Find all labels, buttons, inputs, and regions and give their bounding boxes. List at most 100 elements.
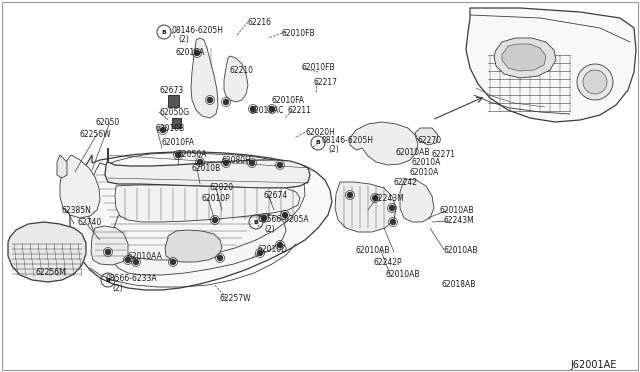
Circle shape [577, 64, 613, 100]
Circle shape [212, 218, 218, 222]
Circle shape [198, 160, 202, 164]
Text: (2): (2) [112, 284, 123, 293]
Circle shape [195, 51, 200, 55]
Text: 62010FB: 62010FB [282, 29, 316, 38]
Text: B: B [253, 219, 259, 224]
Text: 62010A: 62010A [412, 158, 442, 167]
Circle shape [269, 106, 275, 112]
Text: 62210: 62210 [230, 66, 254, 75]
Text: B: B [106, 278, 111, 282]
Polygon shape [165, 230, 222, 262]
Text: 62010AB: 62010AB [444, 246, 479, 255]
Text: 62216: 62216 [248, 18, 272, 27]
Text: 08146-6205H: 08146-6205H [172, 26, 224, 35]
Text: 62674: 62674 [264, 191, 288, 200]
Polygon shape [502, 44, 546, 71]
Text: 62010AB: 62010AB [356, 246, 390, 255]
Text: 62050A: 62050A [178, 150, 207, 159]
Polygon shape [168, 95, 179, 107]
Text: 62243M: 62243M [444, 216, 475, 225]
Text: 62385N: 62385N [62, 206, 92, 215]
Text: 62217: 62217 [314, 78, 338, 87]
Text: 62010AC: 62010AC [250, 106, 285, 115]
Text: B: B [161, 29, 166, 35]
Polygon shape [172, 118, 181, 128]
Polygon shape [91, 226, 128, 265]
Polygon shape [8, 222, 86, 282]
Circle shape [175, 153, 180, 157]
Circle shape [125, 257, 131, 263]
Text: 08566-6205A: 08566-6205A [258, 215, 310, 224]
Text: 62050G: 62050G [160, 108, 190, 117]
Text: (2): (2) [328, 145, 339, 154]
Text: 62243M: 62243M [374, 194, 404, 203]
Text: 08146-6205H: 08146-6205H [322, 136, 374, 145]
Circle shape [372, 196, 378, 201]
Text: 62257W: 62257W [220, 294, 252, 303]
Circle shape [583, 70, 607, 94]
Circle shape [161, 128, 166, 132]
Polygon shape [400, 179, 434, 222]
Text: 62010D: 62010D [258, 245, 288, 254]
Text: 62010AB: 62010AB [440, 206, 474, 215]
Text: 62018AB: 62018AB [442, 280, 476, 289]
Text: 62740: 62740 [78, 218, 102, 227]
Text: 62010FA: 62010FA [162, 138, 195, 147]
Text: 62010AB: 62010AB [396, 148, 431, 157]
Polygon shape [105, 148, 310, 188]
Circle shape [282, 212, 287, 218]
Text: 62080H: 62080H [222, 156, 252, 165]
Circle shape [250, 106, 255, 112]
Text: 62010B: 62010B [192, 164, 221, 173]
Polygon shape [60, 155, 100, 218]
Text: 08566-6233A: 08566-6233A [106, 274, 157, 283]
Text: B: B [316, 141, 321, 145]
Text: 62271: 62271 [432, 150, 456, 159]
Text: 62256W: 62256W [80, 130, 111, 139]
Text: 62010AB: 62010AB [386, 270, 420, 279]
Polygon shape [70, 152, 332, 290]
Text: 62010A: 62010A [176, 48, 205, 57]
Polygon shape [57, 155, 67, 178]
Polygon shape [191, 38, 218, 118]
Text: 62010FA: 62010FA [272, 96, 305, 105]
Circle shape [250, 160, 255, 166]
Circle shape [223, 99, 228, 105]
Text: (2): (2) [178, 35, 189, 44]
Circle shape [257, 250, 262, 256]
Text: 62010AA: 62010AA [128, 252, 163, 261]
Circle shape [223, 160, 228, 166]
Polygon shape [466, 8, 636, 122]
Circle shape [348, 192, 353, 198]
Polygon shape [115, 185, 300, 222]
Polygon shape [110, 207, 286, 275]
Circle shape [390, 205, 394, 211]
Text: 62673: 62673 [160, 86, 184, 95]
Circle shape [390, 219, 396, 224]
Polygon shape [335, 182, 396, 232]
Text: 62010P: 62010P [202, 194, 231, 203]
Circle shape [278, 243, 282, 247]
Polygon shape [350, 122, 418, 165]
Circle shape [170, 260, 175, 264]
Text: 62010FB: 62010FB [302, 63, 335, 72]
Text: 62050: 62050 [95, 118, 119, 127]
Text: (2): (2) [264, 225, 275, 234]
Circle shape [207, 97, 212, 103]
Text: 62020H: 62020H [305, 128, 335, 137]
Polygon shape [224, 56, 248, 102]
Circle shape [106, 250, 111, 254]
Circle shape [278, 163, 282, 167]
Text: J62001AE: J62001AE [570, 360, 616, 370]
Text: 62242: 62242 [394, 178, 418, 187]
Polygon shape [415, 128, 438, 145]
Text: 62242P: 62242P [374, 258, 403, 267]
Text: 62010B: 62010B [156, 124, 185, 133]
Text: 62256M: 62256M [36, 268, 67, 277]
Circle shape [218, 256, 223, 260]
Circle shape [262, 215, 266, 221]
Text: 62010A: 62010A [410, 168, 440, 177]
Polygon shape [494, 38, 556, 78]
Circle shape [134, 260, 138, 264]
Text: 62020: 62020 [210, 183, 234, 192]
